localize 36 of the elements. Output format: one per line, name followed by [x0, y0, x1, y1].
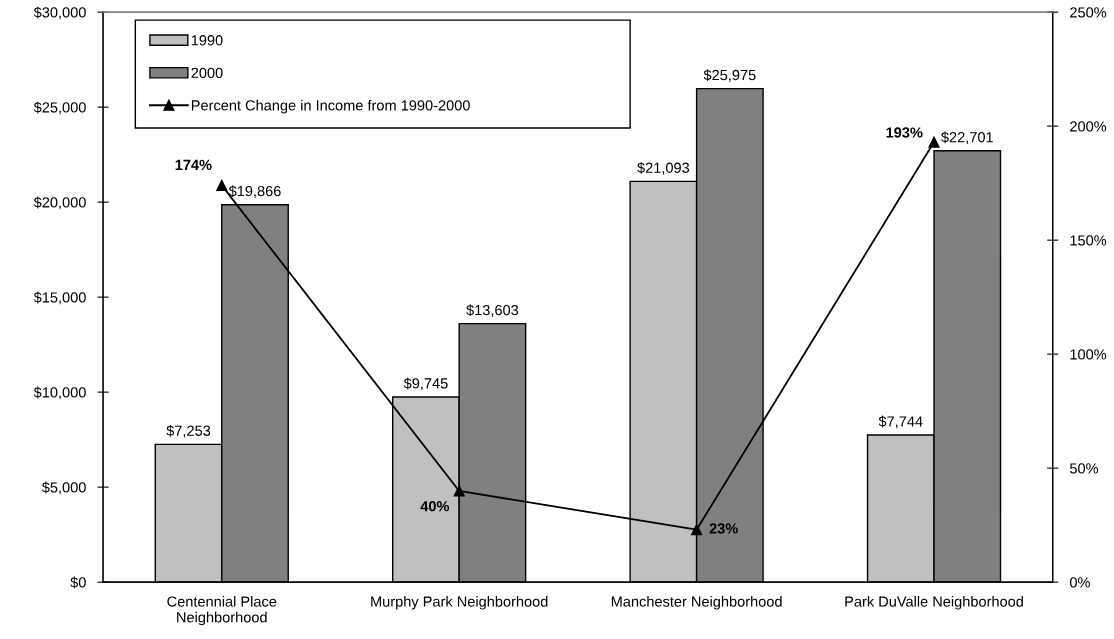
y2-tick-label: 0%: [1069, 577, 1090, 588]
data-label: 193%: [886, 127, 923, 138]
legend-label: 2000: [191, 67, 223, 78]
y-tick-label: $25,000: [33, 101, 86, 115]
y-tick-label: $20,000: [33, 196, 86, 210]
data-label: $22,701: [941, 131, 993, 145]
y2-tick-label: 250%: [1070, 7, 1107, 18]
data-label: $21,093: [637, 161, 690, 175]
data-label: $7,253: [166, 424, 211, 438]
y-tick-label: $0: [70, 576, 86, 589]
point: [928, 136, 940, 148]
x-tick-label: Manchester Neighborhood: [611, 596, 782, 610]
data-label: $19,866: [228, 185, 281, 198]
data-label: 40%: [420, 501, 450, 512]
y2-tick-label: 50%: [1069, 463, 1099, 474]
y-tick-label: $10,000: [33, 386, 86, 400]
x-tick-label: Murphy Park Neighborhood: [371, 596, 548, 610]
point: [216, 179, 228, 191]
data-label: $13,603: [466, 304, 519, 317]
data-label: 174%: [175, 159, 212, 171]
data-label: $9,745: [403, 377, 448, 391]
y-tick-label: $30,000: [33, 6, 86, 20]
point: [691, 524, 703, 536]
x-tick-label: Centennial Place Neighborhood: [167, 596, 277, 626]
y-tick-label: $15,000: [33, 291, 86, 305]
y2-tick-label: 150%: [1070, 235, 1107, 246]
data-label: $25,975: [703, 69, 756, 82]
data-label: $7,744: [878, 415, 923, 429]
y2-tick-label: 100%: [1070, 349, 1107, 360]
legend-label: Percent Change in Income from 1990-2000: [191, 99, 470, 114]
legend-label: 1990: [191, 35, 223, 46]
x-tick-label: Park DuValle Neighborhood: [845, 596, 1023, 610]
point: [453, 485, 465, 497]
y-tick-label: $5,000: [41, 481, 86, 495]
data-label: 23%: [709, 523, 738, 534]
y2-tick-label: 200%: [1070, 121, 1107, 132]
